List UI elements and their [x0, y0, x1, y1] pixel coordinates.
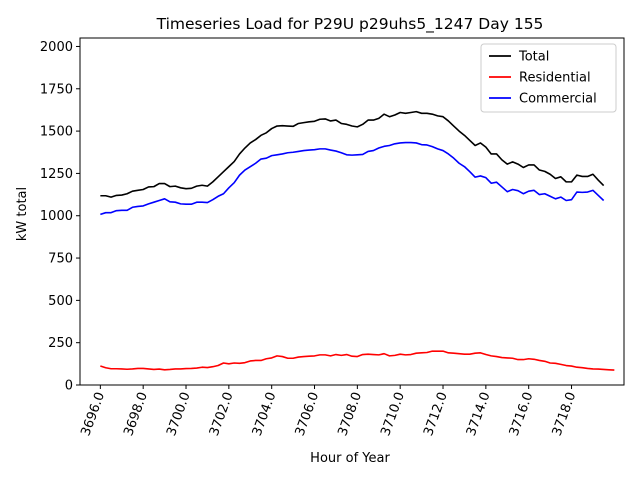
- y-tick-label: 1750: [40, 82, 73, 97]
- series-line-total: [100, 110, 605, 198]
- y-tick-label: 500: [48, 294, 73, 309]
- y-tick-label: 2000: [40, 40, 73, 55]
- legend-label-residential: Residential: [519, 71, 591, 86]
- y-tick-label: 1500: [40, 125, 73, 140]
- legend-label-commercial: Commercial: [519, 92, 597, 107]
- y-axis: 0 250 500 750 1000 1250 1500 1750 2000: [40, 40, 80, 394]
- y-axis-label: kW total: [15, 187, 30, 241]
- series-layer: [100, 110, 615, 371]
- legend-label-total: Total: [518, 50, 549, 65]
- x-axis-label: Hour of Year: [310, 451, 390, 466]
- chart-title: Timeseries Load for P29U p29uhs5_1247 Da…: [156, 15, 544, 34]
- plot-area: [79, 37, 625, 386]
- y-tick-label: 1000: [40, 209, 73, 224]
- legend-box: [480, 43, 617, 113]
- series-line-residential: [100, 350, 615, 371]
- y-tick-label: 0: [65, 379, 73, 394]
- series-line-commercial: [100, 141, 605, 216]
- y-tick-label: 250: [48, 336, 73, 351]
- y-tick-label: 750: [48, 252, 73, 267]
- legend: Total Residential Commercial: [480, 43, 617, 113]
- y-tick-label: 1250: [40, 167, 73, 182]
